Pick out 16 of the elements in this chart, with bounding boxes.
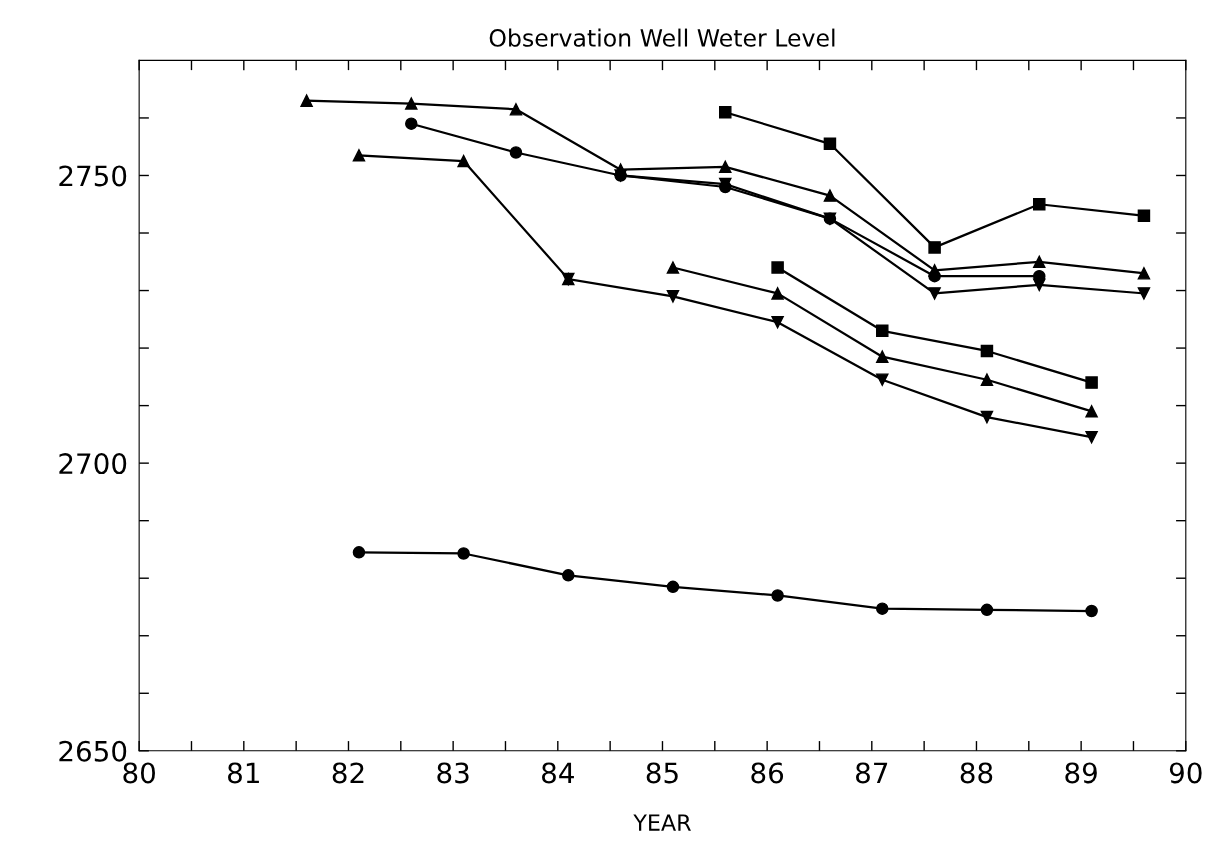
x-tick-label: 80 xyxy=(123,762,155,784)
y-tick-label: 2700 xyxy=(59,453,127,475)
x-tick-label: 85 xyxy=(646,762,678,784)
x-tick-label: 86 xyxy=(751,762,784,784)
x-tick-label: 81 xyxy=(228,762,259,784)
x-tick-label: 90 xyxy=(1169,762,1202,784)
x-tick-label: 87 xyxy=(856,762,888,784)
chart-title: Observation Well Weter Level xyxy=(489,28,835,47)
x-axis-title: YEAR xyxy=(633,814,691,831)
y-tick-label: 2750 xyxy=(59,165,127,187)
x-tick-label: 82 xyxy=(332,762,364,784)
x-tick-label: 84 xyxy=(542,762,574,784)
x-tick-label: 89 xyxy=(1065,762,1097,784)
x-tick-label: 83 xyxy=(437,762,469,784)
x-tick-label: 88 xyxy=(960,762,993,784)
y-tick-label: 2650 xyxy=(59,740,127,762)
